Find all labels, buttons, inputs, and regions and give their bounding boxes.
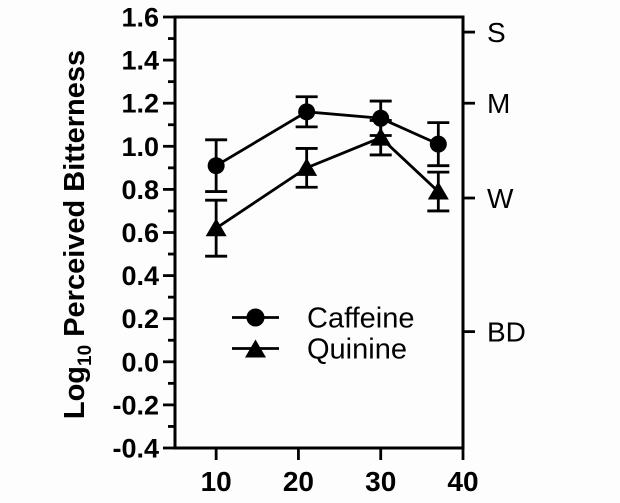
y-axis-tick-label: -0.2	[112, 390, 159, 420]
data-point-circle-caffeine	[207, 157, 225, 175]
series-line-quinine	[215, 136, 440, 230]
right-axis-tick-label: BD	[487, 316, 526, 347]
x-axis-tick-label: 10	[201, 466, 232, 497]
x-axis-tick-label: 40	[447, 466, 478, 497]
data-point-triangle-quinine	[296, 157, 318, 176]
x-axis-tick-label: 20	[283, 466, 314, 497]
legend-circle-icon	[246, 308, 265, 327]
legend-label-caffeine: Caffeine	[307, 303, 415, 335]
series-line-caffeine	[215, 110, 439, 167]
data-point-triangle-quinine	[427, 181, 449, 200]
y-axis-title: Log10 Perceived Bitterness	[59, 50, 96, 419]
data-point-triangle-quinine	[370, 127, 392, 146]
y-axis-tick-label: 0.6	[121, 218, 159, 248]
y-axis-tick-label: -0.4	[112, 433, 159, 463]
right-axis-tick-label: M	[487, 88, 510, 119]
legend-label-quinine: Quinine	[307, 334, 407, 366]
right-axis-tick-label: W	[487, 183, 514, 214]
y-axis-tick-label: 0.0	[121, 347, 159, 377]
y-axis-tick-label: 1.4	[121, 46, 159, 76]
right-axis-tick-label: S	[487, 17, 506, 48]
legend-triangle-icon	[245, 339, 266, 358]
x-axis-tick-label: 30	[365, 466, 396, 497]
y-axis-tick-label: 1.2	[121, 89, 159, 119]
data-point-circle-caffeine	[429, 135, 447, 153]
data-point-circle-caffeine	[372, 109, 390, 127]
data-point-triangle-quinine	[205, 218, 227, 237]
y-axis-tick-label: 0.8	[121, 175, 159, 205]
y-axis-tick-label: 0.2	[121, 304, 159, 334]
data-point-circle-caffeine	[298, 103, 316, 121]
y-axis-tick-label: 0.4	[121, 261, 159, 291]
y-axis-tick-label: 1.0	[121, 132, 159, 162]
y-axis-tick-label: 1.6	[121, 2, 159, 32]
